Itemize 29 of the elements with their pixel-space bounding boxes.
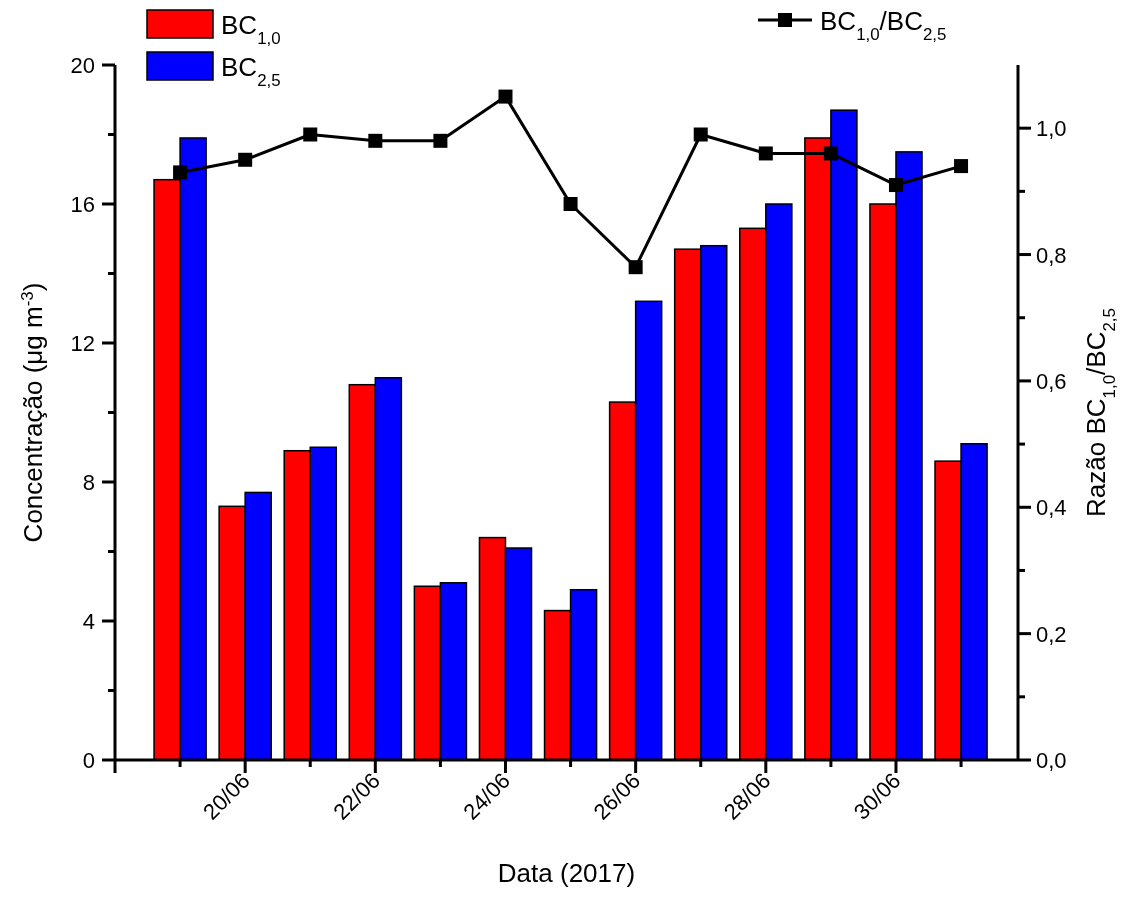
y-tick-label: 4 — [82, 609, 95, 634]
point — [563, 197, 578, 211]
y2-tick-label: 0,2 — [1036, 621, 1067, 647]
y-tick-label: 8 — [82, 470, 95, 495]
x-axis-title: Data (2017) — [497, 858, 636, 888]
y2-tick-label: 0,6 — [1036, 368, 1067, 394]
point — [888, 178, 903, 193]
y-tick-label: 16 — [70, 192, 95, 217]
legend-label: BC$_{2,5}$ — [221, 52, 281, 90]
legend-label: BC$_{1,0}$ — [221, 10, 281, 48]
legend-label: BC$_{1,0}$/BC$_{2,5}$ — [820, 6, 947, 44]
point — [238, 152, 253, 167]
point — [823, 146, 838, 161]
y2-tick-label: 0,0 — [1036, 748, 1067, 773]
point — [498, 89, 513, 104]
point — [954, 159, 969, 174]
y2-tick-label: 0,8 — [1036, 242, 1067, 268]
y2-tick-label: 1,0 — [1036, 116, 1067, 142]
point — [173, 165, 188, 180]
y2-tick-label: 0,4 — [1036, 495, 1067, 521]
y-tick-label: 20 — [70, 53, 95, 78]
point — [368, 133, 383, 148]
point — [303, 127, 318, 142]
y-tick-label: 12 — [70, 331, 95, 356]
point — [758, 146, 773, 161]
point — [628, 260, 643, 275]
y-tick-label: 0 — [82, 748, 95, 773]
point — [693, 127, 708, 142]
point — [433, 133, 448, 148]
